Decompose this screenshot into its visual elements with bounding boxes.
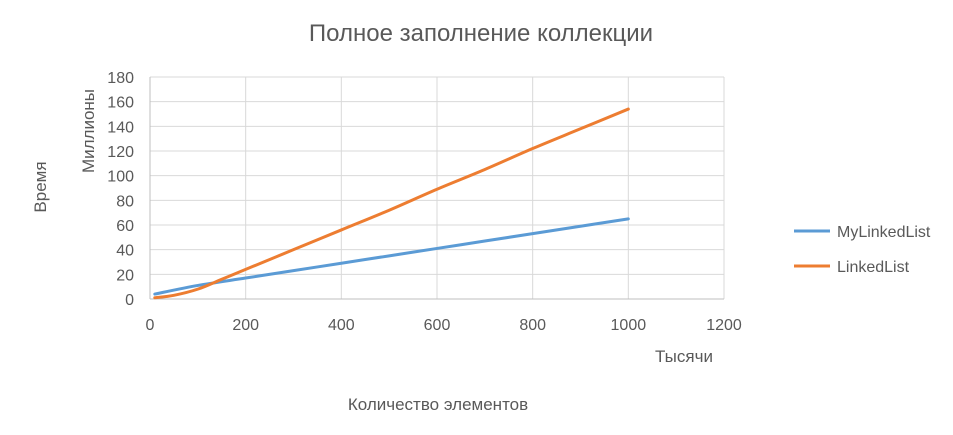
x-tick-label: 800 [519, 317, 546, 334]
y-tick-label: 0 [125, 292, 134, 309]
x-axis-display-unit: Тысячи [655, 347, 713, 366]
y-tick-label: 40 [116, 243, 134, 260]
x-tick-label: 200 [232, 317, 259, 334]
legend: MyLinkedList LinkedList [794, 224, 931, 276]
x-tick-label: 1000 [611, 317, 647, 334]
x-tick-label: 600 [424, 317, 451, 334]
y-tick-label: 60 [116, 218, 134, 235]
y-tick-label: 20 [116, 267, 134, 284]
x-tick-label: 0 [146, 317, 155, 334]
series-line-mylinkedlist [153, 217, 630, 296]
chart-title: Полное заполнение коллекции [309, 20, 653, 47]
y-tick-label: 160 [107, 95, 134, 112]
x-tick-label: 1200 [706, 317, 742, 334]
legend-label: MyLinkedList [837, 224, 931, 241]
x-tick-label: 400 [328, 317, 355, 334]
y-tick-label: 120 [107, 144, 134, 161]
y-axis-display-unit: Миллионы [79, 89, 98, 173]
y-tick-label: 180 [107, 70, 134, 87]
legend-label: LinkedList [837, 259, 910, 276]
y-tick-label: 100 [107, 169, 134, 186]
x-axis-title: Количество элементов [348, 395, 528, 414]
y-axis-title: Время [31, 161, 50, 212]
y-tick-label: 140 [107, 119, 134, 136]
y-tick-label: 80 [116, 193, 134, 210]
series-line-linkedlist [153, 107, 630, 300]
